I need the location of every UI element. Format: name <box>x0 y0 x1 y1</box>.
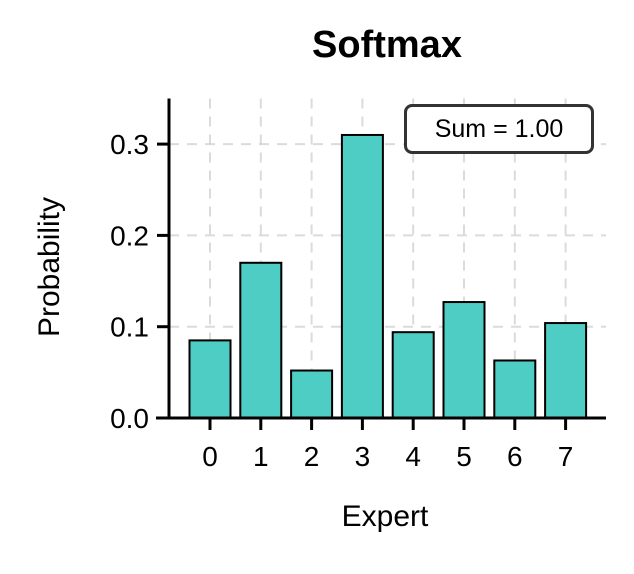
y-tick-label: 0.1 <box>110 312 149 343</box>
x-axis-label: Expert <box>341 500 429 533</box>
sum-annotation: Sum = 1.00 <box>404 104 594 154</box>
bar-expert-4 <box>391 331 435 420</box>
x-tick-label: 1 <box>253 441 269 472</box>
x-tick-label: 5 <box>456 441 472 472</box>
x-tick-label: 6 <box>507 441 523 472</box>
x-tick-label: 7 <box>558 441 574 472</box>
bar-expert-7 <box>544 322 588 420</box>
bar-expert-3 <box>340 133 384 419</box>
bar-expert-6 <box>493 359 537 419</box>
bar-expert-5 <box>442 301 486 420</box>
y-tick-label: 0.0 <box>110 403 149 434</box>
x-tick-label: 4 <box>405 441 421 472</box>
x-tick-label: 0 <box>202 441 218 472</box>
x-tick-label: 3 <box>355 441 371 472</box>
bar-expert-0 <box>188 339 232 419</box>
y-tick-label: 0.3 <box>110 129 149 160</box>
y-tick-label: 0.2 <box>110 220 149 251</box>
chart-title: Softmax <box>312 24 462 66</box>
x-tick-label: 2 <box>304 441 320 472</box>
bar-expert-1 <box>239 261 283 420</box>
bar-expert-2 <box>290 369 334 419</box>
sum-annotation-text: Sum = 1.00 <box>434 114 564 143</box>
